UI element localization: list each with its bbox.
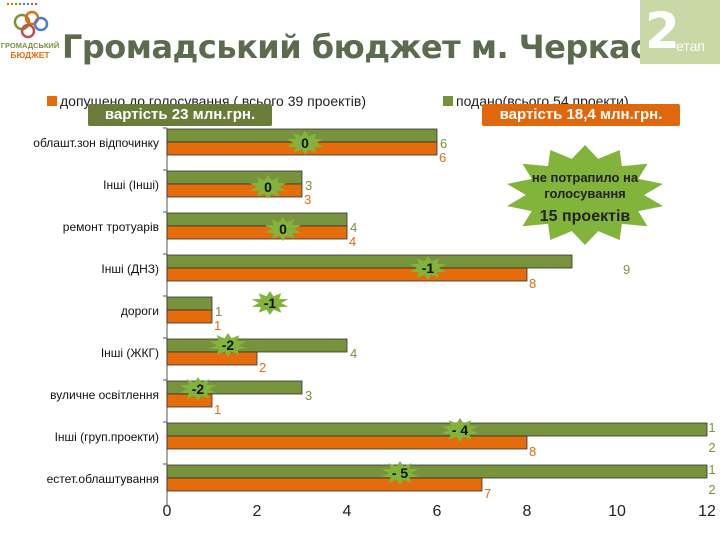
- difference-label: 0: [279, 221, 287, 237]
- bar-admitted: [166, 422, 708, 437]
- bar-admitted: [166, 170, 303, 185]
- value-label-submitted: 8: [529, 276, 536, 291]
- stage-number: 2: [645, 2, 680, 60]
- x-tick-label: 10: [608, 503, 626, 520]
- value-label-admitted: 1: [708, 462, 715, 477]
- value-label-admitted: 4: [350, 220, 357, 235]
- x-tick-label: 8: [523, 503, 532, 520]
- value-label-submitted: 1: [214, 318, 221, 333]
- bar-submitted: [166, 225, 348, 240]
- value-label-admitted: 3: [305, 178, 312, 193]
- difference-burst: [441, 418, 479, 442]
- category-label: Інші (груп.проекти): [55, 430, 159, 444]
- value-label-admitted: 1: [708, 420, 715, 435]
- logo-text-line1: ГРОМАДСЬКИЙ: [1, 41, 59, 50]
- bar-submitted: [166, 309, 213, 324]
- stage-badge: [640, 0, 720, 64]
- value-label-admitted: 3: [305, 388, 312, 403]
- difference-burst: [179, 377, 217, 401]
- category-label: вуличне освітлення: [50, 388, 159, 402]
- submitted-cost-label: вартість 18,4 млн.грн.: [482, 104, 680, 126]
- x-tick-label: 4: [343, 503, 352, 520]
- value-label-admitted: 2: [708, 482, 715, 497]
- difference-burst: [286, 131, 324, 155]
- value-label-submitted: 2: [259, 360, 266, 375]
- legend-swatch-submitted-series: [47, 96, 57, 106]
- value-label-submitted: 7: [484, 486, 491, 501]
- category-label: дороги: [121, 304, 159, 318]
- bar-submitted: [166, 351, 258, 366]
- bar-admitted: [166, 254, 573, 269]
- difference-burst: [209, 333, 247, 357]
- not-admitted-count: 15 проектів: [539, 208, 631, 225]
- difference-burst: [409, 256, 447, 280]
- value-label-admitted: 2: [708, 440, 715, 455]
- category-label: естет.облаштування: [47, 472, 159, 486]
- value-label-submitted: 1: [214, 402, 221, 417]
- not-admitted-callout: не потрапило на голосування 15 проектів: [506, 170, 664, 228]
- difference-burst: [251, 291, 289, 315]
- value-label-submitted: 3: [304, 192, 311, 207]
- bar-admitted: [166, 464, 708, 479]
- logo-dots: [6, 2, 38, 6]
- difference-label: -2: [222, 337, 235, 353]
- legend-swatch-admitted-series: [443, 96, 453, 106]
- difference-label: -1: [422, 260, 435, 276]
- difference-label: 0: [301, 135, 309, 151]
- logo: ГРОМАДСЬКИЙ БЮДЖЕТ: [1, 2, 59, 60]
- difference-label: 0: [264, 179, 272, 195]
- category-label: Інші (Інші): [103, 178, 159, 192]
- difference-burst: [264, 217, 302, 241]
- stage-label: етап: [676, 38, 705, 54]
- value-label-submitted: 6: [439, 150, 446, 165]
- not-admitted-text: не потрапило на голосування: [531, 170, 639, 201]
- x-tick-label: 12: [698, 503, 716, 520]
- category-label: ремонт тротуарів: [63, 220, 159, 234]
- value-label-submitted: 4: [349, 234, 356, 249]
- page-title: Громадський бюджет м. Черкаси: [62, 28, 671, 66]
- difference-label: - 5: [392, 465, 409, 481]
- admitted-cost-label: вартість 23 млн.грн.: [88, 104, 272, 126]
- logo-text-line2: БЮДЖЕТ: [10, 50, 50, 60]
- x-tick-label: 2: [253, 503, 262, 520]
- value-label-admitted: 4: [350, 346, 357, 361]
- category-label: Інші (ДНЗ): [101, 262, 159, 276]
- difference-burst: [381, 461, 419, 485]
- value-label-admitted: 6: [440, 136, 447, 151]
- x-tick-label: 0: [163, 503, 172, 520]
- bar-admitted: [166, 296, 213, 311]
- difference-label: -1: [264, 295, 277, 311]
- difference-label: -2: [192, 381, 205, 397]
- difference-label: - 4: [452, 422, 469, 438]
- bar-admitted: [166, 212, 348, 227]
- value-label-admitted: 9: [623, 262, 630, 277]
- x-tick-label: 6: [433, 503, 442, 520]
- category-label: облашт.зон відпочинку: [33, 136, 159, 150]
- bar-admitted: [166, 338, 348, 353]
- bar-submitted: [166, 267, 528, 282]
- value-label-admitted: 1: [215, 304, 222, 319]
- difference-burst: [249, 175, 287, 199]
- not-admitted-burst: [507, 145, 663, 245]
- value-label-submitted: 8: [529, 444, 536, 459]
- bar-submitted: [166, 477, 483, 492]
- bar-submitted: [166, 435, 528, 450]
- category-label: Інші (ЖКГ): [101, 346, 159, 360]
